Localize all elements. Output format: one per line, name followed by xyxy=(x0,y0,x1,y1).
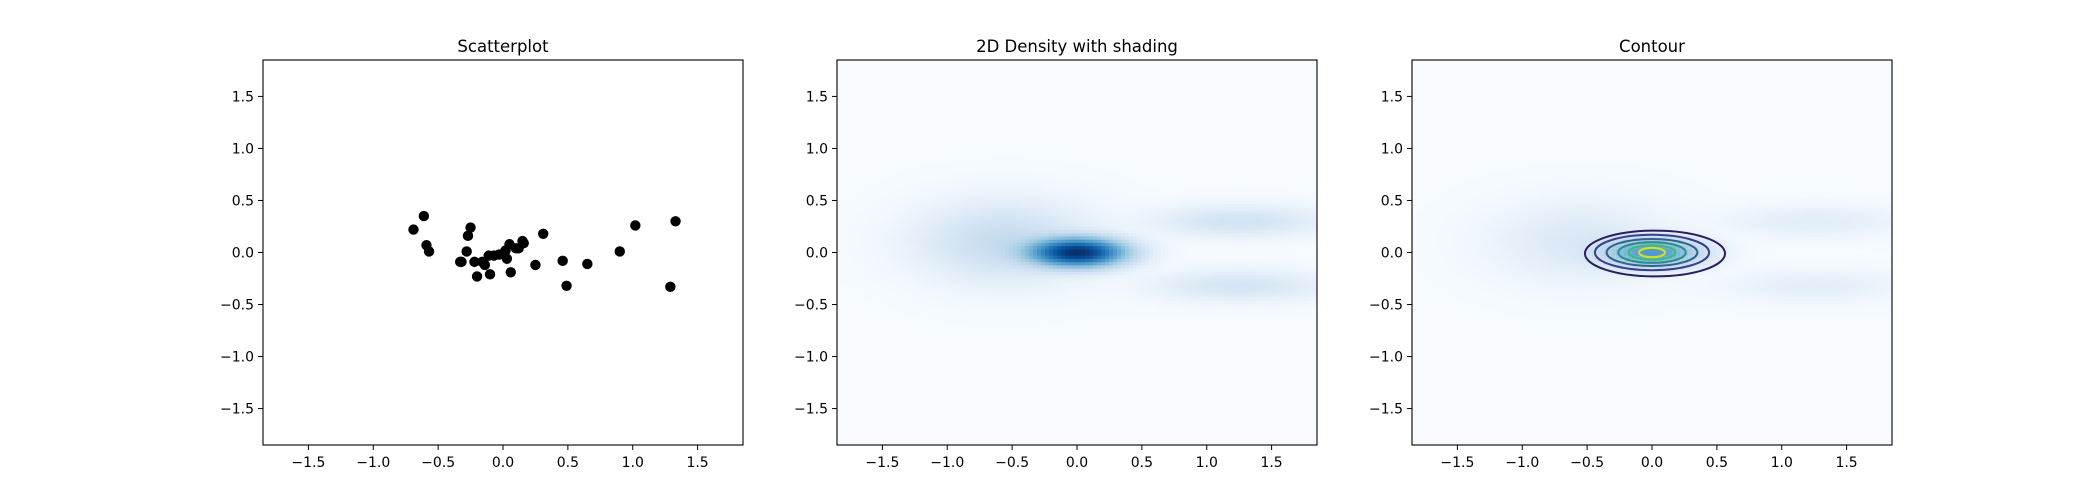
x-tick-label: 0.5 xyxy=(557,455,579,471)
scatter-point-1 xyxy=(408,224,419,235)
scatter-point-31 xyxy=(582,258,593,270)
y-tick-label: −1.0 xyxy=(220,350,254,366)
scatter-point-4 xyxy=(423,246,435,257)
y-tick-label: −1.0 xyxy=(794,350,828,366)
scatter-point-28 xyxy=(538,228,549,239)
y-tick-label: 1.5 xyxy=(806,89,828,105)
density-shading xyxy=(1412,60,1892,445)
contour-level-6 xyxy=(1638,246,1666,259)
contour-lines xyxy=(1583,229,1727,278)
contour-level-1 xyxy=(1583,229,1727,278)
scatter-point-2 xyxy=(418,210,430,222)
scatter-point-8 xyxy=(462,230,474,242)
scatter-point-22 xyxy=(505,267,516,278)
scatter-point-32 xyxy=(614,246,625,257)
panel-1: −1.5 −1.0 −0.5 0.0 0.5 1.0 1.5 −1.5 −1.0 −0.5 0.0 0… xyxy=(220,37,744,471)
scatter-point-6 xyxy=(456,256,467,268)
panel-title: Contour xyxy=(1619,37,1685,56)
y-tick-label: −1.0 xyxy=(1369,350,1403,366)
x-tick-label: 1.5 xyxy=(686,455,708,471)
x-tick-label: 0.0 xyxy=(1641,455,1663,471)
x-tick-label: 1.0 xyxy=(622,455,644,471)
density-shading xyxy=(837,60,1317,445)
y-tick-label: 0.0 xyxy=(1381,246,1403,262)
x-tick-label: −0.5 xyxy=(1570,455,1604,471)
x-tick-label: 0.5 xyxy=(1131,455,1153,471)
x-tick-label: −1.5 xyxy=(1440,455,1474,471)
y-tick-label: 1.0 xyxy=(232,141,254,157)
scatter-point-30 xyxy=(561,280,572,291)
x-tick-label: 1.0 xyxy=(1771,455,1793,471)
x-tick-label: −1.5 xyxy=(865,455,899,471)
x-tick-label: −1.0 xyxy=(930,455,964,471)
y-tick-label: −1.5 xyxy=(1369,402,1403,418)
scatter-point-15 xyxy=(484,269,496,280)
y-tick-label: −1.5 xyxy=(794,402,828,418)
scatter-point-26 xyxy=(518,237,529,249)
panel-title: Scatterplot xyxy=(457,37,549,56)
scatter-point-13 xyxy=(479,259,491,271)
x-tick-label: −0.5 xyxy=(421,455,455,471)
y-tick-label: 0.0 xyxy=(806,246,828,262)
y-tick-label: 1.5 xyxy=(232,89,254,105)
x-tick-label: 0.0 xyxy=(1066,455,1088,471)
panel-2: −1.5 −1.0 −0.5 0.0 0.5 1.0 1.5 −1.5 −1.0 −0.5 0.0 0… xyxy=(794,37,1318,471)
y-tick-label: −1.5 xyxy=(220,402,254,418)
x-tick-label: −0.5 xyxy=(995,455,1029,471)
y-tick-label: −0.5 xyxy=(220,298,254,314)
contour-level-5 xyxy=(1627,244,1677,261)
scatter-point-20 xyxy=(501,253,513,264)
x-tick-label: 1.5 xyxy=(1835,455,1857,471)
y-tick-label: 0.5 xyxy=(1381,193,1403,209)
scatter-point-10 xyxy=(469,256,480,268)
x-tick-label: 1.5 xyxy=(1260,455,1282,471)
contour-level-3 xyxy=(1605,237,1699,268)
x-tick-label: 0.0 xyxy=(492,455,514,471)
scatter-point-34 xyxy=(665,281,676,293)
scatter-point-27 xyxy=(530,259,541,271)
scatter-point-11 xyxy=(471,271,483,282)
y-tick-label: 1.0 xyxy=(1381,141,1403,157)
y-tick-label: 1.5 xyxy=(1381,89,1403,105)
y-tick-label: 1.0 xyxy=(806,141,828,157)
scatter-point-33 xyxy=(630,220,641,231)
scatter-point-35 xyxy=(670,216,681,227)
x-tick-label: 1.0 xyxy=(1196,455,1218,471)
x-tick-label: −1.5 xyxy=(291,455,325,471)
scatter-point-7 xyxy=(461,246,472,257)
contour-level-4 xyxy=(1617,241,1687,264)
y-tick-label: 0.5 xyxy=(232,193,254,209)
x-tick-label: 0.5 xyxy=(1706,455,1728,471)
scatter-point-9 xyxy=(465,222,476,233)
x-tick-label: −1.0 xyxy=(356,455,390,471)
panel-title: 2D Density with shading xyxy=(976,37,1178,56)
y-tick-label: 0.0 xyxy=(232,246,254,262)
y-tick-label: 0.5 xyxy=(806,193,828,209)
scatter-point-29 xyxy=(557,255,568,267)
panel-3: −1.5 −1.0 −0.5 0.0 0.5 1.0 1.5 −1.5 −1.0 −0.5 0.0 0… xyxy=(1369,37,1893,471)
x-tick-label: −1.0 xyxy=(1505,455,1539,471)
y-tick-label: −0.5 xyxy=(794,298,828,314)
y-tick-label: −0.5 xyxy=(1369,298,1403,314)
contour-level-2 xyxy=(1593,233,1711,272)
scatter-points xyxy=(408,210,681,293)
